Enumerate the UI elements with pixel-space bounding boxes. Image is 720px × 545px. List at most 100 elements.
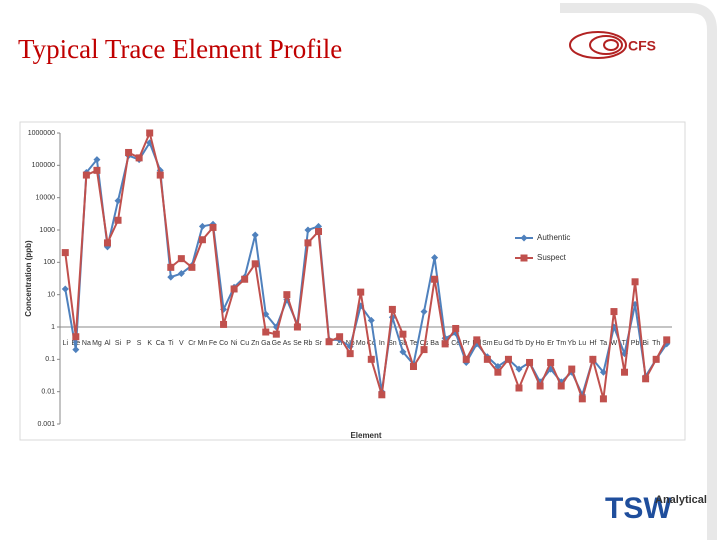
x-tick-label: Ta bbox=[600, 340, 608, 347]
x-tick-label: Mo bbox=[356, 340, 366, 347]
x-tick-label: Th bbox=[652, 340, 660, 347]
data-point bbox=[315, 227, 323, 235]
x-tick-label: Zn bbox=[251, 340, 259, 347]
data-point bbox=[72, 346, 80, 354]
x-tick-label: Gd bbox=[504, 340, 513, 347]
tsw-logo: TSW Analytical bbox=[605, 492, 707, 525]
data-point bbox=[483, 355, 491, 363]
data-point bbox=[304, 226, 312, 234]
x-tick-label: Ba bbox=[430, 340, 439, 347]
x-tick-label: Si bbox=[115, 340, 122, 347]
data-point bbox=[93, 156, 101, 164]
data-point bbox=[336, 333, 344, 341]
data-point bbox=[125, 148, 133, 156]
data-point bbox=[72, 333, 80, 341]
data-point bbox=[188, 263, 196, 271]
logo-text: Analytical bbox=[655, 494, 707, 506]
legend-label: Authentic bbox=[537, 233, 570, 242]
x-tick-label: Sn bbox=[388, 340, 397, 347]
x-tick-label: Tm bbox=[556, 340, 566, 347]
x-tick-label: Yb bbox=[567, 340, 576, 347]
y-tick-label: 1000 bbox=[39, 227, 55, 234]
x-tick-label: Lu bbox=[578, 340, 586, 347]
x-tick-label: Pr bbox=[463, 340, 471, 347]
data-point bbox=[167, 263, 175, 271]
x-axis-label: Element bbox=[350, 431, 381, 440]
data-point bbox=[367, 316, 375, 324]
y-tick-label: 10 bbox=[47, 292, 55, 299]
x-tick-label: Mg bbox=[92, 340, 102, 347]
y-tick-label: 0.001 bbox=[37, 421, 55, 428]
x-tick-label: Na bbox=[82, 340, 91, 347]
data-point bbox=[599, 368, 607, 376]
x-tick-label: Ce bbox=[451, 340, 460, 347]
x-tick-label: In bbox=[379, 340, 385, 347]
x-tick-label: As bbox=[283, 340, 292, 347]
x-tick-label: Zr bbox=[336, 340, 343, 347]
data-point bbox=[515, 384, 523, 392]
x-tick-label: Ge bbox=[272, 340, 281, 347]
series-line bbox=[64, 129, 668, 403]
data-point bbox=[198, 222, 206, 230]
data-point bbox=[452, 324, 460, 332]
data-point bbox=[251, 231, 259, 239]
data-point bbox=[663, 336, 671, 344]
slide-title: Typical Trace Element Profile bbox=[18, 34, 342, 64]
y-axis-label: Concentration (ppb) bbox=[24, 240, 33, 317]
legend-label: Suspect bbox=[537, 253, 567, 262]
data-point bbox=[504, 355, 512, 363]
x-tick-label: Dy bbox=[525, 340, 534, 347]
legend-marker bbox=[520, 254, 528, 262]
y-tick-label: 100000 bbox=[32, 162, 55, 169]
data-point bbox=[494, 363, 502, 371]
data-point bbox=[177, 270, 185, 278]
logo-swirl bbox=[569, 31, 627, 59]
x-tick-label: Mn bbox=[198, 340, 208, 347]
chart-frame bbox=[19, 121, 686, 441]
data-point bbox=[515, 365, 523, 373]
data-point bbox=[431, 254, 439, 262]
x-tick-label: Al bbox=[104, 340, 111, 347]
x-tick-label: Li bbox=[63, 340, 69, 347]
legend-marker bbox=[520, 234, 528, 242]
x-tick-label: Rb bbox=[303, 340, 312, 347]
data-point bbox=[399, 348, 407, 356]
x-tick-label: K bbox=[147, 340, 152, 347]
data-point bbox=[621, 368, 629, 376]
x-tick-label: Cd bbox=[367, 340, 376, 347]
data-point bbox=[388, 305, 396, 313]
y-tick-label: 100 bbox=[43, 259, 55, 266]
x-tick-label: Tl bbox=[622, 340, 628, 347]
data-point bbox=[473, 336, 481, 344]
x-tick-label: Ca bbox=[156, 340, 165, 347]
data-point bbox=[262, 328, 270, 336]
x-tick-label: Sb bbox=[399, 340, 408, 347]
data-point bbox=[557, 382, 565, 390]
data-point bbox=[325, 338, 333, 346]
data-point bbox=[462, 355, 470, 363]
x-tick-label: Ga bbox=[261, 340, 270, 347]
logo-swirl bbox=[589, 35, 623, 55]
data-point bbox=[251, 260, 259, 268]
logo-text: TSW bbox=[605, 492, 672, 525]
x-tick-label: Cu bbox=[240, 340, 249, 347]
x-tick-label: Pb bbox=[631, 340, 640, 347]
logo-swirl bbox=[603, 39, 619, 51]
data-point bbox=[103, 239, 111, 247]
data-point bbox=[82, 171, 90, 179]
data-point bbox=[642, 375, 650, 383]
data-point bbox=[536, 382, 544, 390]
data-point bbox=[420, 308, 428, 316]
data-point bbox=[599, 395, 607, 403]
data-point bbox=[304, 239, 312, 247]
x-tick-label: Ni bbox=[231, 340, 238, 347]
data-point bbox=[367, 355, 375, 363]
data-point bbox=[61, 285, 69, 293]
data-point bbox=[568, 365, 576, 373]
data-point bbox=[114, 216, 122, 224]
data-point bbox=[399, 330, 407, 338]
x-tick-label: Tb bbox=[515, 340, 523, 347]
x-tick-label: Ho bbox=[536, 340, 545, 347]
